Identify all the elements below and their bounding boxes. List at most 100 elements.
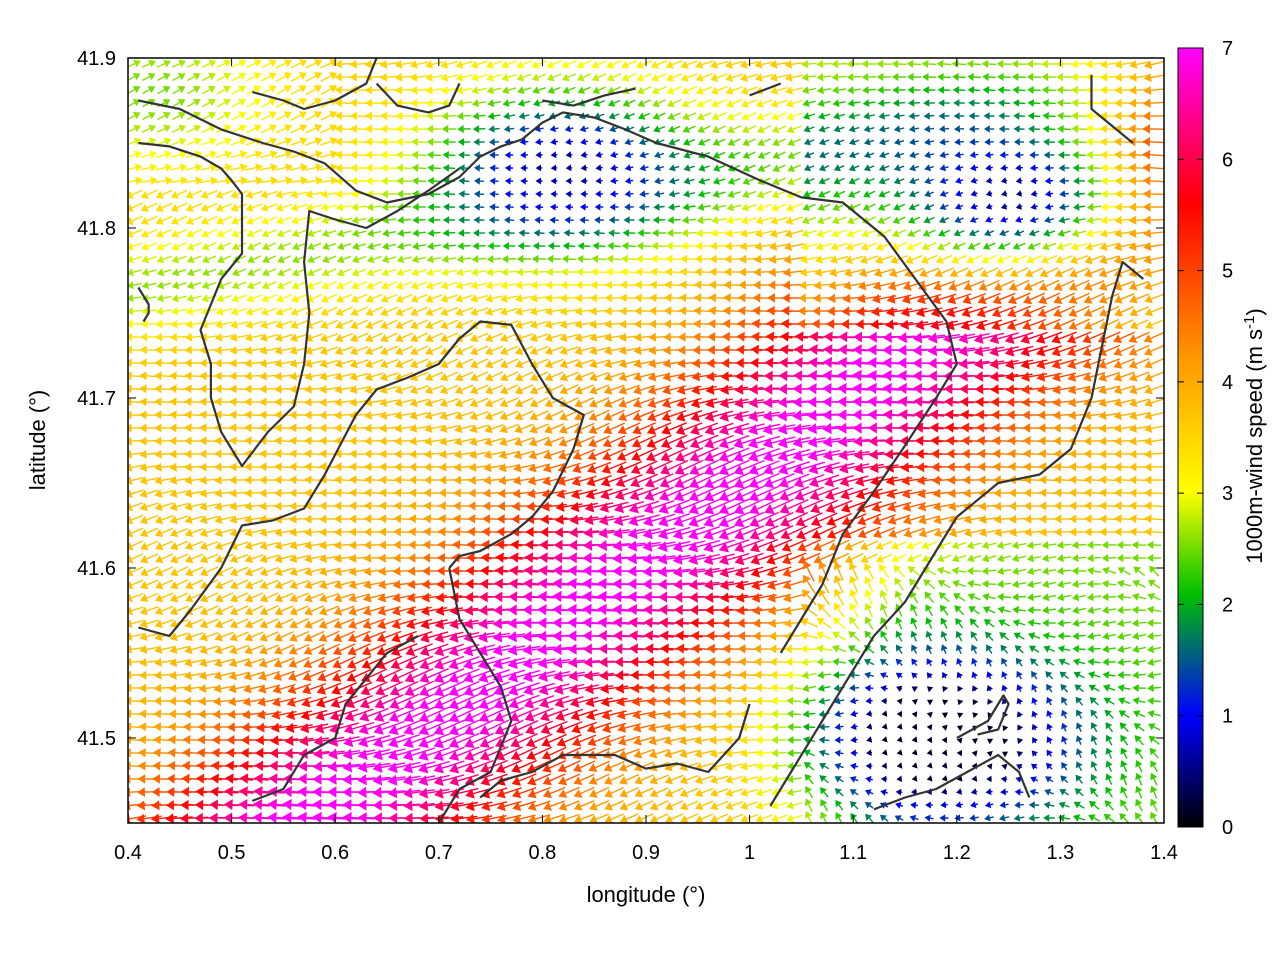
wind-vector-arrow	[892, 99, 906, 107]
colorbar-tick-label: 5	[1222, 261, 1233, 283]
wind-vector-arrow	[726, 112, 742, 121]
wind-vector-arrow	[155, 163, 173, 172]
wind-vector-arrow	[171, 111, 186, 121]
wind-vector-arrow	[349, 59, 369, 69]
wind-vector-arrow	[517, 99, 531, 107]
wind-vector-arrow	[231, 124, 247, 134]
wind-vector-arrow	[561, 59, 577, 69]
wind-vector-arrow	[833, 125, 845, 133]
wind-vector-arrow	[952, 73, 966, 81]
wind-vector-arrow	[668, 138, 680, 146]
wind-vector-arrow	[516, 60, 533, 69]
wind-vector-arrow	[786, 125, 802, 134]
wind-vector-arrow	[201, 85, 216, 95]
wind-vector-arrow	[878, 112, 890, 120]
wind-vector-arrow	[305, 85, 322, 96]
wind-vector-arrow	[936, 59, 952, 68]
wind-vector-arrow	[440, 73, 458, 82]
wind-vector-arrow	[456, 86, 473, 95]
wind-vector-arrow	[550, 138, 558, 146]
wind-vector-arrow	[187, 86, 201, 95]
wind-vector-arrow	[1056, 85, 1072, 95]
wind-vector-arrow	[802, 99, 816, 107]
wind-vector-arrow	[246, 111, 262, 121]
wind-vector-arrow	[849, 151, 860, 159]
wind-vector-arrow	[666, 72, 683, 82]
colorbar-tick-label: 4	[1222, 372, 1233, 394]
wind-vector-arrow	[411, 150, 427, 160]
wind-vector-arrow	[471, 99, 487, 108]
wind-vector-arrow	[426, 124, 442, 134]
wind-vector-arrow	[290, 124, 308, 134]
wind-vector-arrow	[984, 151, 994, 159]
wind-vector-arrow	[1029, 151, 1039, 159]
wind-vector-arrow	[201, 98, 216, 108]
wind-vector-arrow	[801, 86, 817, 95]
wind-vector-arrow	[1027, 112, 1041, 120]
wind-vector-arrow	[216, 98, 231, 108]
wind-vector-arrow	[142, 73, 156, 82]
wind-vector-arrow	[967, 86, 981, 94]
wind-vector-arrow	[488, 125, 500, 133]
wind-vector-arrow	[710, 73, 728, 82]
wind-vector-arrow	[982, 73, 996, 81]
wind-vector-arrow	[787, 138, 802, 147]
wind-vector-arrow	[894, 138, 905, 146]
wind-vector-arrow	[907, 86, 921, 94]
x-axis-title: longitude (°)	[587, 882, 706, 907]
wind-vector-arrow	[591, 73, 607, 82]
wind-vector-arrow	[231, 85, 247, 95]
y-tick-label: 41.6	[77, 558, 116, 580]
wind-vector-arrow	[171, 137, 187, 146]
wind-vector-arrow	[260, 59, 277, 69]
wind-vector-arrow	[863, 125, 875, 133]
wind-vector-arrow	[712, 151, 726, 159]
wind-vector-arrow	[891, 72, 907, 81]
wind-vector-arrow	[260, 72, 277, 82]
wind-vector-arrow	[816, 59, 832, 69]
wind-vector-arrow	[680, 60, 698, 69]
wind-vector-arrow	[246, 98, 262, 108]
wind-vector-arrow	[894, 151, 905, 159]
wind-vector-arrow	[425, 85, 443, 95]
wind-vector-arrow	[289, 163, 308, 172]
wind-vector-arrow	[621, 59, 638, 69]
wind-vector-arrow	[982, 86, 996, 94]
wind-vector-arrow	[879, 138, 890, 146]
wind-vector-arrow	[606, 59, 623, 69]
wind-vector-arrow	[954, 138, 964, 146]
wind-vector-arrow	[504, 151, 514, 159]
wind-vector-arrow	[848, 138, 860, 146]
wind-vector-arrow	[1142, 124, 1164, 134]
wind-vector-arrow	[1071, 85, 1087, 95]
wind-vector-arrow	[440, 60, 458, 69]
wind-vector-arrow	[187, 98, 201, 108]
wind-vector-arrow	[349, 111, 369, 121]
wind-vector-arrow	[908, 112, 920, 120]
wind-vector-arrow	[997, 73, 1011, 81]
wind-vector-arrow	[259, 163, 278, 172]
wind-vector-arrow	[742, 151, 756, 159]
wind-vector-arrow	[727, 125, 742, 134]
wind-vector-arrow	[785, 99, 803, 108]
wind-vector-arrow	[622, 99, 636, 107]
wind-vector-arrow	[455, 73, 473, 82]
wind-vector-arrow	[216, 59, 232, 69]
wind-vector-arrow	[426, 111, 443, 121]
wind-vector-arrow	[695, 86, 713, 95]
wind-vector-arrow	[937, 73, 951, 81]
wind-vector-arrow	[410, 111, 428, 121]
wind-vector-arrow	[320, 111, 338, 121]
wind-vector-arrow	[967, 73, 981, 81]
wind-vector-arrow	[473, 138, 485, 146]
wind-vector-arrow	[1129, 72, 1149, 82]
wind-vector-arrow	[891, 59, 907, 69]
wind-vector-arrow	[954, 151, 964, 159]
wind-vector-arrow	[245, 150, 263, 159]
wind-vector-arrow	[909, 151, 920, 159]
wind-vector-arrow	[410, 98, 428, 108]
wind-vector-arrow	[550, 151, 558, 159]
wind-vector-arrow	[519, 125, 530, 133]
wind-vector-arrow	[1043, 138, 1055, 146]
wind-vector-arrow	[1086, 150, 1102, 160]
